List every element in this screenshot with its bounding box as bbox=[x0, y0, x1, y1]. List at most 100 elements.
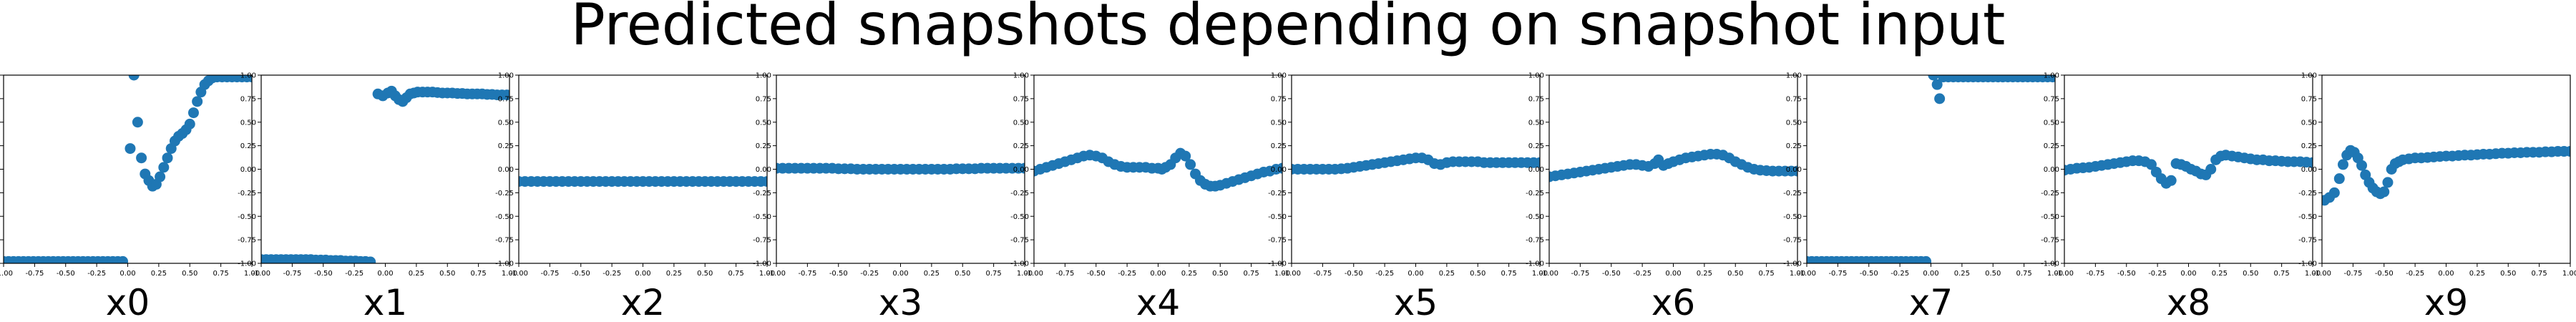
x-tick-label: -0.25 bbox=[1375, 270, 1394, 278]
y-tick-label: 0.75 bbox=[756, 95, 771, 103]
x-tick-label: 1.00 bbox=[2305, 270, 2321, 278]
x-tick-label: 1.00 bbox=[1532, 270, 1548, 278]
x-tick-label: 0.75 bbox=[1243, 270, 1259, 278]
x-tick-label: 0.00 bbox=[635, 270, 650, 278]
x-tick-label: 0.50 bbox=[1212, 270, 1228, 278]
x-tick-label: -0.50 bbox=[1087, 270, 1106, 278]
data-point bbox=[2165, 175, 2177, 186]
y-tick-label: -1.00 bbox=[1783, 260, 1802, 268]
x-tick-label: 0.50 bbox=[955, 270, 970, 278]
data-point bbox=[158, 162, 170, 173]
y-tick-label: 0.75 bbox=[1271, 95, 1287, 103]
x-tick-label: -0.75 bbox=[1571, 270, 1589, 278]
x-tick-label: 0.25 bbox=[924, 270, 940, 278]
x-tick-label: 0.50 bbox=[1470, 270, 1485, 278]
x-tick-label: -0.50 bbox=[2117, 270, 2136, 278]
data-point bbox=[187, 107, 199, 119]
y-tick-label: 0.00 bbox=[2301, 166, 2317, 174]
data-point bbox=[136, 152, 147, 164]
x-tick-label: 1.00 bbox=[1274, 270, 1290, 278]
y-tick-label: -0.50 bbox=[1783, 213, 1802, 221]
scatter-series bbox=[519, 176, 767, 187]
y-tick-label: 0.00 bbox=[1271, 166, 1287, 174]
x-tick-label: -1.00 bbox=[2055, 270, 2074, 278]
y-tick-label: -1.00 bbox=[1526, 260, 1544, 268]
subplot-x9: -1.00 -0.75 -0.50 -0.25 0.00 0.25 0.50 0.75 1.00… bbox=[2298, 72, 2576, 322]
y-tick-label: 0.00 bbox=[1013, 166, 1029, 174]
x-tick-label: 0.75 bbox=[728, 270, 743, 278]
y-tick-label: -1.00 bbox=[753, 260, 771, 268]
data-point bbox=[184, 118, 195, 130]
x-tick-label: 1.00 bbox=[1790, 270, 1805, 278]
data-point bbox=[761, 176, 767, 187]
y-tick-label: 0.50 bbox=[1528, 119, 1544, 127]
y-tick-label: 0.25 bbox=[240, 142, 256, 150]
x-tick-label: -0.25 bbox=[2148, 270, 2167, 278]
x-tick-label: 0.75 bbox=[470, 270, 486, 278]
y-tick-label: -0.25 bbox=[2041, 190, 2059, 197]
x-axis-label: x3 bbox=[879, 282, 922, 322]
x-tick-label: 0.50 bbox=[2243, 270, 2258, 278]
y-tick-label: 0.00 bbox=[498, 166, 514, 174]
y-tick-label: 0.00 bbox=[240, 166, 256, 174]
data-point bbox=[2565, 146, 2570, 157]
x-tick-label: -1.00 bbox=[767, 270, 786, 278]
y-tick-label: 0.25 bbox=[756, 142, 771, 150]
x-tick-label: 0.00 bbox=[377, 270, 393, 278]
x-tick-label: -1.00 bbox=[1282, 270, 1301, 278]
subplot-x2: -1.00 -0.75 -0.50 -0.25 0.00 0.25 0.50 0.75 1.00… bbox=[495, 72, 775, 322]
y-tick-label: 0.25 bbox=[1271, 142, 1287, 150]
x-axis-label: x7 bbox=[1909, 282, 1953, 322]
y-tick-label: -1.00 bbox=[1010, 260, 1029, 268]
y-tick-label: -1.00 bbox=[2041, 260, 2059, 268]
x-tick-label: -0.50 bbox=[314, 270, 333, 278]
x-tick-label: -1.00 bbox=[1797, 270, 1816, 278]
data-point bbox=[1928, 75, 1939, 81]
y-tick-label: 0.50 bbox=[240, 119, 256, 127]
y-tick-label: 0.50 bbox=[2044, 119, 2059, 127]
scatter-series bbox=[1292, 152, 1540, 175]
y-tick-label: -0.75 bbox=[1268, 237, 1287, 245]
x-tick-label: 0.50 bbox=[2500, 270, 2516, 278]
x-tick-label: 0.75 bbox=[985, 270, 1001, 278]
y-tick-label: 0.75 bbox=[1528, 95, 1544, 103]
x-tick-label: -1.00 bbox=[1540, 270, 1558, 278]
x-axis-label: x9 bbox=[2424, 282, 2468, 322]
subplot-x4: -1.00 -0.75 -0.50 -0.25 0.00 0.25 0.50 0.75 1.00… bbox=[1010, 72, 1290, 322]
data-point bbox=[2379, 186, 2390, 197]
x-tick-label: -0.25 bbox=[1633, 270, 1652, 278]
x-tick-label: 0.75 bbox=[2531, 270, 2547, 278]
y-tick-label: 1.00 bbox=[1528, 72, 1544, 80]
y-tick-label: 0.25 bbox=[2044, 142, 2059, 150]
y-tick-label: 0.25 bbox=[1528, 142, 1544, 150]
y-tick-label: -0.50 bbox=[495, 213, 514, 221]
y-tick-label: 0.25 bbox=[498, 142, 514, 150]
scatter-series bbox=[776, 162, 1025, 175]
x-tick-label: -0.25 bbox=[345, 270, 364, 278]
data-point bbox=[246, 75, 252, 83]
x-tick-label: -0.25 bbox=[87, 270, 106, 278]
y-tick-label: 1.00 bbox=[2044, 72, 2059, 80]
x-tick-label: 0.25 bbox=[1439, 270, 1455, 278]
x-tick-label: 0.00 bbox=[892, 270, 908, 278]
x-axis-label: x8 bbox=[2167, 282, 2210, 322]
data-point bbox=[1934, 93, 1946, 104]
x-axis-label: x1 bbox=[364, 282, 407, 322]
x-tick-label: 0.75 bbox=[1501, 270, 1516, 278]
x-axis-label: x5 bbox=[1394, 282, 1438, 322]
y-tick-label: -1.00 bbox=[238, 260, 256, 268]
x-tick-label: -0.75 bbox=[2086, 270, 2104, 278]
data-point bbox=[117, 255, 129, 263]
data-point bbox=[2337, 159, 2348, 170]
x-tick-label: 0.25 bbox=[2469, 270, 2485, 278]
axes-background bbox=[4, 75, 252, 263]
y-tick-label: 1.00 bbox=[2301, 72, 2317, 80]
data-point bbox=[1921, 255, 1932, 263]
x-tick-label: 0.25 bbox=[1954, 270, 1970, 278]
subplot-x7: -1.00 -0.75 -0.50 -0.25 0.00 0.25 0.50 0.75 1.00… bbox=[1783, 72, 2063, 322]
x-tick-label: -0.75 bbox=[1313, 270, 1332, 278]
y-tick-label: 0.75 bbox=[1013, 95, 1029, 103]
x-tick-label: -1.00 bbox=[252, 270, 270, 278]
y-tick-label: -0.75 bbox=[238, 237, 256, 245]
